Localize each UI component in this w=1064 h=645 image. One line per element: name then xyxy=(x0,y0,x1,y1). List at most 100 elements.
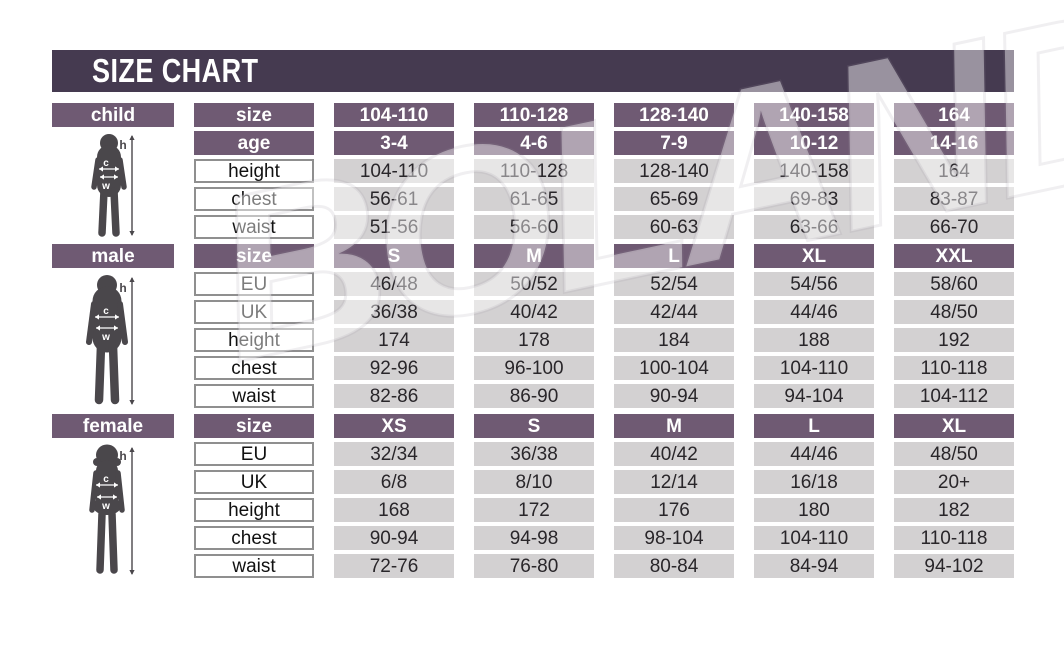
male-size-value: L xyxy=(614,244,734,268)
child-size-value: 128-140 xyxy=(614,103,734,127)
female-chest-value: 90-94 xyxy=(334,526,454,550)
female-chest-value: 98-104 xyxy=(614,526,734,550)
child-silhouette-icon: c w h xyxy=(91,134,135,237)
child-size-value: 164 xyxy=(894,103,1014,127)
female-height-value: 182 xyxy=(894,498,1014,522)
female-UK-value: 20+ xyxy=(894,470,1014,494)
child-waist-value: 60-63 xyxy=(614,215,734,239)
male-chest-value: 100-104 xyxy=(614,356,734,380)
child-chest-value: 65-69 xyxy=(614,187,734,211)
child-age-value: 7-9 xyxy=(614,131,734,155)
size-chart-table: child c xyxy=(52,103,1014,578)
child-height-value: 104-110 xyxy=(334,159,454,183)
male-UK-value: 48/50 xyxy=(894,300,1014,324)
male-height-value: 188 xyxy=(754,328,874,352)
male-waist-value: 94-104 xyxy=(754,384,874,408)
male-EU-value: 54/56 xyxy=(754,272,874,296)
male-EU-value: 58/60 xyxy=(894,272,1014,296)
section-male: male c xyxy=(52,244,1014,408)
male-row-label-height: height xyxy=(194,328,314,352)
female-size-value: S xyxy=(474,414,594,438)
page-title: SIZE CHART xyxy=(92,52,259,89)
female-height-value: 180 xyxy=(754,498,874,522)
female-size-value: L xyxy=(754,414,874,438)
male-waist-value: 82-86 xyxy=(334,384,454,408)
male-chest-value: 92-96 xyxy=(334,356,454,380)
male-row-label-EU: EU xyxy=(194,272,314,296)
child-size-value: 104-110 xyxy=(334,103,454,127)
male-height-value: 174 xyxy=(334,328,454,352)
child-age-value: 14-16 xyxy=(894,131,1014,155)
female-chest-value: 94-98 xyxy=(474,526,594,550)
female-size-value: M xyxy=(614,414,734,438)
female-UK-value: 16/18 xyxy=(754,470,874,494)
female-row-label-UK: UK xyxy=(194,470,314,494)
male-waist-value: 86-90 xyxy=(474,384,594,408)
male-UK-value: 36/38 xyxy=(334,300,454,324)
child-size-value: 110-128 xyxy=(474,103,594,127)
male-chest-value: 96-100 xyxy=(474,356,594,380)
male-row-label-size: size xyxy=(194,244,314,268)
female-row-label-waist: waist xyxy=(194,554,314,578)
height-letter: h xyxy=(119,138,126,152)
male-silhouette: c w h xyxy=(52,272,174,408)
height-letter: h xyxy=(119,449,126,463)
female-height-value: 172 xyxy=(474,498,594,522)
female-row-label-EU: EU xyxy=(194,442,314,466)
section-label-male: male xyxy=(52,244,174,268)
male-height-value: 178 xyxy=(474,328,594,352)
male-row-label-waist: waist xyxy=(194,384,314,408)
female-chest-value: 104-110 xyxy=(754,526,874,550)
male-silhouette-icon: c w h xyxy=(86,275,135,405)
male-UK-value: 42/44 xyxy=(614,300,734,324)
female-EU-value: 36/38 xyxy=(474,442,594,466)
chest-letter: c xyxy=(103,474,109,485)
female-EU-value: 48/50 xyxy=(894,442,1014,466)
female-waist-value: 76-80 xyxy=(474,554,594,578)
female-row-label-height: height xyxy=(194,498,314,522)
section-label-child: child xyxy=(52,103,174,127)
child-waist-value: 63-66 xyxy=(754,215,874,239)
child-size-value: 140-158 xyxy=(754,103,874,127)
chest-letter: c xyxy=(103,306,109,317)
section-label-female: female xyxy=(52,414,174,438)
child-chest-value: 56-61 xyxy=(334,187,454,211)
female-row-label-chest: chest xyxy=(194,526,314,550)
child-age-value: 4-6 xyxy=(474,131,594,155)
section-child: child c xyxy=(52,103,1014,239)
child-height-value: 110-128 xyxy=(474,159,594,183)
child-chest-value: 61-65 xyxy=(474,187,594,211)
female-size-value: XS xyxy=(334,414,454,438)
male-row-label-UK: UK xyxy=(194,300,314,324)
male-EU-value: 46/48 xyxy=(334,272,454,296)
male-waist-value: 90-94 xyxy=(614,384,734,408)
male-chest-value: 104-110 xyxy=(754,356,874,380)
male-EU-value: 52/54 xyxy=(614,272,734,296)
male-waist-value: 104-112 xyxy=(894,384,1014,408)
male-height-value: 192 xyxy=(894,328,1014,352)
child-height-value: 140-158 xyxy=(754,159,874,183)
child-row-label-chest: chest xyxy=(194,187,314,211)
female-waist-value: 72-76 xyxy=(334,554,454,578)
female-height-value: 168 xyxy=(334,498,454,522)
female-EU-value: 40/42 xyxy=(614,442,734,466)
female-waist-value: 84-94 xyxy=(754,554,874,578)
child-silhouette: c w h xyxy=(52,131,174,239)
female-row-label-size: size xyxy=(194,414,314,438)
male-chest-value: 110-118 xyxy=(894,356,1014,380)
female-UK-value: 12/14 xyxy=(614,470,734,494)
female-EU-value: 44/46 xyxy=(754,442,874,466)
child-waist-value: 51-56 xyxy=(334,215,454,239)
height-letter: h xyxy=(119,281,126,295)
child-height-value: 128-140 xyxy=(614,159,734,183)
female-UK-value: 6/8 xyxy=(334,470,454,494)
child-age-value: 10-12 xyxy=(754,131,874,155)
titlebar: SIZE CHART xyxy=(52,50,1014,92)
male-row-label-chest: chest xyxy=(194,356,314,380)
female-height-value: 176 xyxy=(614,498,734,522)
child-chest-value: 69-83 xyxy=(754,187,874,211)
male-UK-value: 44/46 xyxy=(754,300,874,324)
waist-letter: w xyxy=(101,332,110,343)
waist-letter: w xyxy=(101,181,110,192)
female-UK-value: 8/10 xyxy=(474,470,594,494)
